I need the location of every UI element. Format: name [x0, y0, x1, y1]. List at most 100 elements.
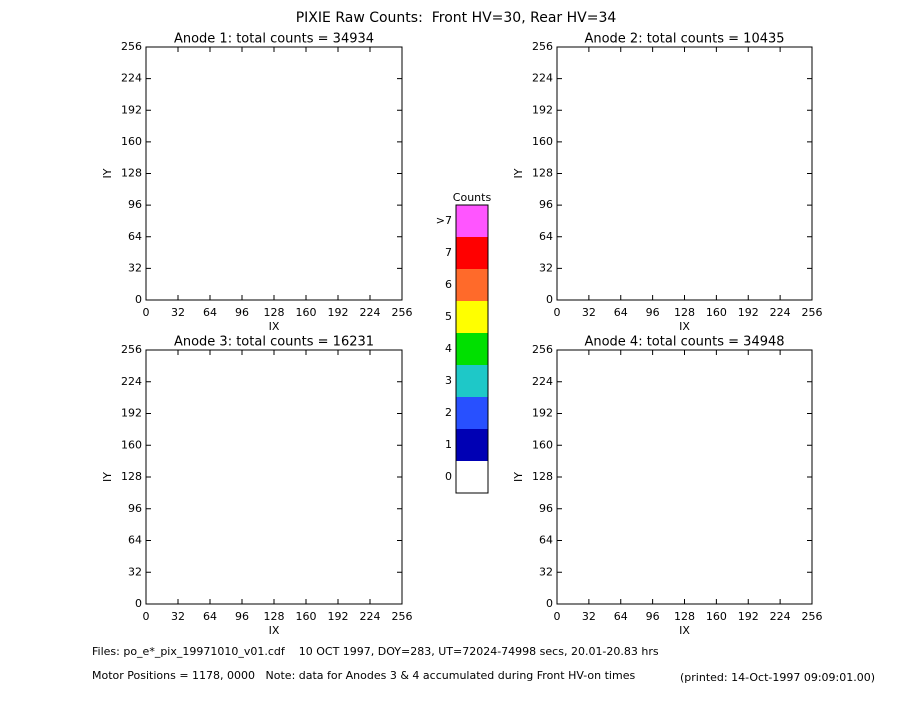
panel-title: Anode 3: total counts = 16231 — [174, 335, 374, 350]
x-axis-label: IX — [679, 624, 690, 637]
colorbar-label: 3 — [445, 374, 452, 387]
x-tick-label: 192 — [738, 306, 759, 319]
x-tick-label: 32 — [171, 610, 185, 623]
y-tick-label: 64 — [128, 534, 142, 547]
footer-motor: Motor Positions = 1178, 0000 Note: data … — [92, 669, 635, 682]
colorbar-cell — [456, 397, 488, 429]
x-tick-label: 224 — [360, 306, 381, 319]
x-axis-label: IX — [269, 624, 280, 637]
colorbar-cell — [456, 461, 488, 493]
y-tick-label: 224 — [532, 375, 553, 388]
x-tick-label: 128 — [674, 610, 695, 623]
x-tick-label: 192 — [328, 610, 349, 623]
y-tick-label: 192 — [532, 103, 553, 116]
y-tick-label: 256 — [121, 40, 142, 53]
x-tick-label: 160 — [296, 610, 317, 623]
y-tick-label: 0 — [546, 293, 553, 306]
x-tick-label: 256 — [802, 306, 823, 319]
panel-title: Anode 4: total counts = 34948 — [584, 335, 784, 350]
y-tick-label: 160 — [532, 438, 553, 451]
y-tick-label: 0 — [135, 597, 142, 610]
x-tick-label: 32 — [582, 306, 596, 319]
y-tick-label: 192 — [532, 407, 553, 420]
y-tick-label: 0 — [546, 597, 553, 610]
footer-files: Files: po_e*_pix_19971010_v01.cdf 10 OCT… — [92, 645, 659, 658]
y-tick-label: 160 — [121, 438, 142, 451]
colorbar-title: Counts — [453, 191, 492, 204]
x-tick-label: 224 — [770, 306, 791, 319]
x-tick-label: 64 — [203, 306, 217, 319]
colorbar-label: 0 — [445, 470, 452, 483]
y-tick-label: 128 — [121, 167, 142, 180]
y-tick-label: 96 — [539, 198, 553, 211]
x-tick-label: 256 — [392, 610, 413, 623]
colorbar-label: 1 — [445, 438, 452, 451]
colorbar-cell — [456, 333, 488, 365]
panel-title: Anode 2: total counts = 10435 — [584, 32, 784, 47]
plot-frame — [556, 46, 813, 301]
y-tick-label: 0 — [135, 293, 142, 306]
y-axis-label: IY — [101, 472, 114, 482]
colorbar-cell — [456, 301, 488, 333]
plot-frame — [145, 46, 403, 301]
y-tick-label: 32 — [128, 261, 142, 274]
y-tick-label: 64 — [128, 230, 142, 243]
x-tick-label: 64 — [614, 306, 628, 319]
y-tick-label: 64 — [539, 230, 553, 243]
x-tick-label: 64 — [203, 610, 217, 623]
x-tick-label: 160 — [706, 306, 727, 319]
colorbar-label: >7 — [436, 214, 452, 227]
x-tick-label: 192 — [328, 306, 349, 319]
y-tick-label: 32 — [539, 565, 553, 578]
y-axis-label: IY — [101, 168, 114, 178]
y-tick-label: 96 — [128, 502, 142, 515]
colorbar-cell — [456, 429, 488, 461]
x-tick-label: 96 — [646, 610, 660, 623]
y-tick-label: 160 — [532, 135, 553, 148]
plot-frame — [556, 349, 813, 605]
x-tick-label: 256 — [392, 306, 413, 319]
x-tick-label: 64 — [614, 610, 628, 623]
plot-frame — [145, 349, 403, 605]
x-tick-label: 0 — [554, 610, 561, 623]
y-axis-label: IY — [512, 472, 525, 482]
x-axis-label: IX — [679, 320, 690, 333]
footer-printed: (printed: 14-Oct-1997 09:09:01.00) — [680, 671, 875, 684]
colorbar-cell — [456, 365, 488, 397]
y-tick-label: 256 — [532, 40, 553, 53]
y-tick-label: 224 — [121, 375, 142, 388]
x-axis-label: IX — [269, 320, 280, 333]
colorbar-cell — [456, 269, 488, 301]
colorbar-frame — [455, 204, 489, 494]
x-tick-label: 0 — [554, 306, 561, 319]
x-tick-label: 128 — [264, 610, 285, 623]
colorbar-cell — [456, 205, 488, 237]
y-tick-label: 64 — [539, 534, 553, 547]
x-tick-label: 160 — [706, 610, 727, 623]
x-tick-label: 224 — [770, 610, 791, 623]
y-tick-label: 128 — [532, 470, 553, 483]
x-tick-label: 0 — [143, 610, 150, 623]
y-tick-label: 256 — [121, 343, 142, 356]
x-tick-label: 0 — [143, 306, 150, 319]
x-tick-label: 32 — [171, 306, 185, 319]
x-tick-label: 224 — [360, 610, 381, 623]
y-tick-label: 32 — [539, 261, 553, 274]
x-tick-label: 96 — [235, 610, 249, 623]
colorbar-label: 6 — [445, 278, 452, 291]
x-tick-label: 160 — [296, 306, 317, 319]
y-tick-label: 160 — [121, 135, 142, 148]
x-tick-label: 128 — [264, 306, 285, 319]
colorbar-label: 7 — [445, 246, 452, 259]
y-tick-label: 96 — [539, 502, 553, 515]
figure-title: PIXIE Raw Counts: Front HV=30, Rear HV=3… — [296, 10, 617, 26]
x-tick-label: 96 — [646, 306, 660, 319]
y-tick-label: 128 — [121, 470, 142, 483]
colorbar-label: 4 — [445, 342, 452, 355]
panel-title: Anode 1: total counts = 34934 — [174, 32, 374, 47]
x-tick-label: 256 — [802, 610, 823, 623]
y-axis-label: IY — [512, 168, 525, 178]
x-tick-label: 32 — [582, 610, 596, 623]
